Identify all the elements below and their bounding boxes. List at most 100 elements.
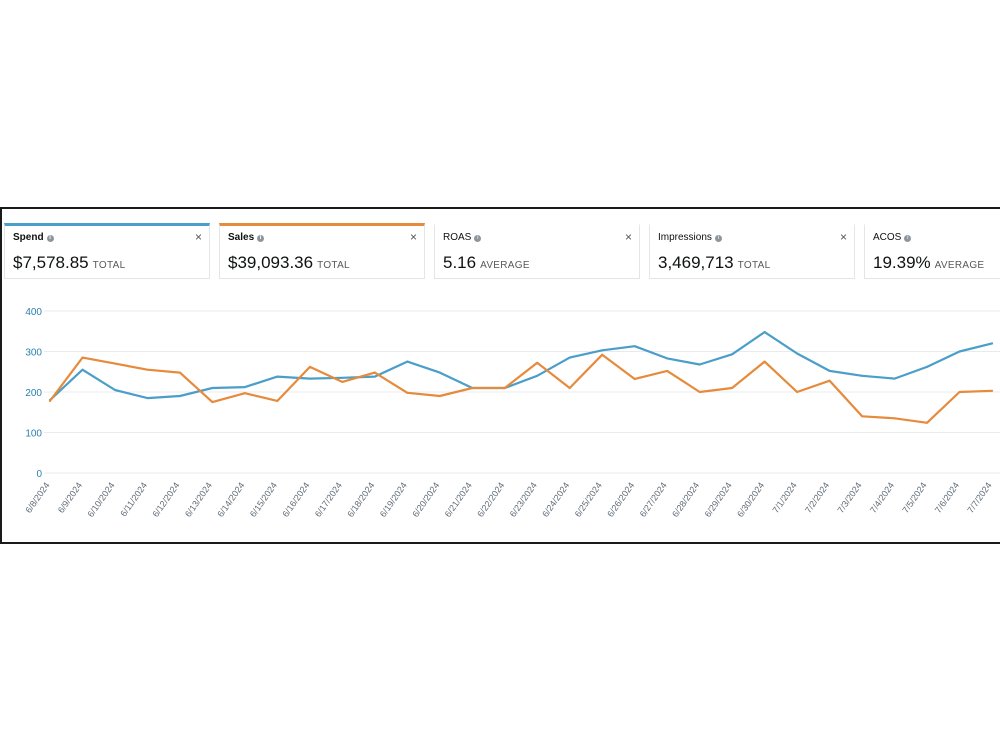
info-icon[interactable]: i [714, 235, 722, 242]
data-point [601, 353, 604, 356]
y-tick-label: 0 [36, 469, 42, 480]
data-point [243, 386, 246, 389]
data-point [308, 365, 311, 368]
data-point [601, 349, 604, 352]
x-tick-label: 7/6/2024 [933, 480, 961, 514]
x-tick-label: 7/7/2024 [965, 480, 993, 514]
data-point [666, 357, 669, 360]
x-tick-label: 6/24/2024 [540, 480, 571, 519]
data-point [178, 395, 181, 398]
x-tick-label: 6/28/2024 [670, 480, 701, 519]
data-point [49, 399, 51, 402]
data-point [893, 377, 896, 380]
data-point [406, 391, 409, 394]
data-point [698, 391, 701, 393]
close-icon[interactable]: × [839, 230, 847, 244]
data-point [308, 377, 311, 380]
data-point [536, 374, 539, 377]
data-point [146, 397, 149, 400]
x-tick-label: 6/19/2024 [378, 480, 409, 519]
metric-unit: TOTAL [737, 260, 771, 271]
x-tick-label: 6/17/2024 [313, 480, 344, 519]
metric-card-spend[interactable]: Spend i × $7,578.85 TOTAL [4, 223, 210, 279]
x-tick-label: 6/21/2024 [443, 480, 474, 519]
info-icon[interactable]: i [46, 235, 54, 242]
data-point [698, 363, 701, 366]
data-point [796, 352, 799, 355]
x-tick-label: 6/30/2024 [735, 480, 766, 519]
x-tick-label: 6/15/2024 [248, 480, 279, 519]
metric-value: 19.39% AVERAGE [873, 253, 985, 272]
metric-label: Spend i [13, 232, 54, 243]
series-line-0 [48, 330, 994, 402]
data-point [731, 353, 734, 356]
x-tick-label: 6/10/2024 [85, 480, 116, 519]
x-tick-label: 7/4/2024 [868, 480, 896, 514]
x-tick-label: 6/22/2024 [475, 480, 506, 519]
data-point [81, 356, 84, 359]
data-point [731, 386, 734, 389]
y-tick-label: 100 [25, 429, 42, 440]
metric-unit: TOTAL [92, 260, 126, 271]
metric-card-sales[interactable]: Sales i × $39,093.36 TOTAL [219, 223, 425, 279]
data-point [438, 395, 441, 398]
metric-card-acos[interactable]: ACOS i 19.39% AVERAGE [864, 223, 1000, 279]
data-point [438, 371, 441, 374]
data-point [211, 386, 214, 389]
data-point [406, 360, 409, 363]
metric-unit: AVERAGE [480, 260, 530, 271]
x-tick-label: 7/5/2024 [900, 480, 928, 514]
metric-label: Sales i [228, 232, 265, 243]
close-icon[interactable]: × [409, 230, 417, 244]
x-tick-label: 6/13/2024 [183, 480, 214, 519]
data-point [146, 368, 149, 371]
data-point [633, 378, 636, 381]
metric-cards: Spend i × $7,578.85 TOTAL Sales i × $39,093… [2, 223, 1000, 281]
data-point [373, 375, 376, 378]
x-tick-label: 6/16/2024 [280, 480, 311, 519]
x-tick-label: 6/27/2024 [638, 480, 669, 519]
metric-value: 5.16 AVERAGE [443, 253, 530, 272]
x-tick-label: 7/2/2024 [803, 480, 831, 514]
close-icon[interactable]: × [624, 230, 632, 244]
data-point [828, 369, 831, 372]
data-point [991, 342, 993, 345]
data-point [81, 368, 84, 371]
info-icon[interactable]: i [257, 235, 265, 242]
data-point [861, 374, 864, 377]
close-icon[interactable]: × [194, 230, 202, 244]
metric-card-roas[interactable]: ROAS i × 5.16 AVERAGE [434, 223, 640, 279]
data-point [926, 365, 929, 368]
data-point [211, 401, 214, 404]
x-tick-label: 7/1/2024 [770, 480, 798, 514]
data-point [243, 392, 246, 395]
info-icon[interactable]: i [904, 235, 912, 242]
data-point [861, 415, 864, 418]
data-point [991, 389, 993, 392]
data-point [471, 386, 474, 389]
info-icon[interactable]: i [474, 235, 482, 242]
x-tick-label: 6/29/2024 [703, 480, 734, 519]
y-tick-label: 200 [25, 388, 42, 399]
data-point [893, 417, 896, 420]
data-point [828, 379, 831, 382]
x-tick-label: 6/18/2024 [345, 480, 376, 519]
metric-card-impressions[interactable]: Impressions i × 3,469,713 TOTAL [649, 223, 855, 279]
data-point [568, 356, 571, 359]
data-point [276, 375, 279, 378]
series-line-1 [48, 353, 994, 424]
data-point [958, 350, 961, 353]
data-point [763, 360, 766, 363]
x-tick-label: 6/9/2024 [56, 480, 84, 514]
data-point [958, 391, 961, 393]
data-point [796, 391, 799, 393]
data-point [276, 399, 279, 402]
data-point [178, 371, 181, 374]
metric-value: 3,469,713 TOTAL [658, 253, 771, 272]
x-tick-label: 7/3/2024 [835, 480, 863, 514]
x-tick-label: 6/26/2024 [605, 480, 636, 519]
x-tick-label: 6/14/2024 [215, 480, 246, 519]
data-point [666, 369, 669, 372]
metric-label: ACOS i [873, 232, 912, 243]
